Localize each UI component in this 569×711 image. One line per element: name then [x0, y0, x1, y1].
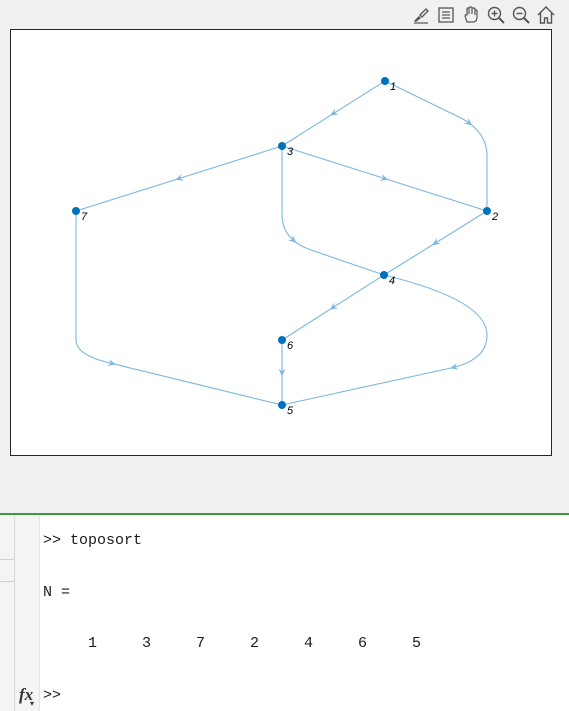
command-window[interactable]: >> toposort N = 1 3 7 2 4 6 5 fx ▾ >> — [0, 515, 569, 711]
pan-button[interactable] — [459, 4, 482, 26]
zoom-out-icon — [512, 6, 530, 24]
graph-node-5[interactable] — [278, 401, 286, 409]
prompt-gutter — [15, 515, 40, 711]
edge-3-4 — [281, 146, 385, 276]
home-button[interactable] — [534, 4, 557, 26]
graph-node-label: 5 — [287, 405, 294, 417]
edge-arrow-4-6 — [329, 302, 339, 310]
output-value: 6 — [358, 635, 368, 652]
edge-arrow-2-4 — [432, 237, 441, 246]
graph-node-label: 1 — [390, 81, 396, 93]
graph-node-3[interactable] — [278, 142, 286, 150]
edge-arrow-4-5 — [450, 362, 459, 370]
zoom-in-icon — [487, 6, 505, 24]
output-value: 3 — [142, 635, 152, 652]
brush-icon — [413, 8, 429, 24]
edge-arrow-3-7 — [175, 173, 184, 181]
edge-4-5 — [281, 274, 488, 406]
edge-arrow-6-5 — [278, 368, 286, 377]
graph-node-label: 4 — [389, 275, 395, 287]
data-tips-button[interactable] — [434, 4, 457, 26]
pan-hand-icon — [463, 6, 478, 23]
output-value: 7 — [196, 635, 206, 652]
edge-arrow-1-2 — [463, 117, 473, 126]
command-line: >> toposort — [43, 532, 142, 549]
edge-arrow-3-2 — [379, 173, 389, 181]
command-prompt: >> — [43, 532, 62, 549]
chevron-down-icon: ▾ — [30, 699, 35, 708]
graph-node-4[interactable] — [380, 271, 388, 279]
zoom-out-button[interactable] — [509, 4, 532, 26]
graph-axes: 1 3 7 2 4 6 5 — [10, 29, 552, 456]
output-value: 2 — [250, 635, 260, 652]
data-tips-icon — [437, 7, 454, 23]
digraph-plot: 1 3 7 2 4 6 5 — [72, 77, 498, 417]
graph-node-2[interactable] — [483, 207, 491, 215]
home-icon — [537, 6, 554, 24]
graph-node-6[interactable] — [278, 336, 286, 344]
graph-node-label: 7 — [81, 211, 88, 223]
brush-button[interactable] — [409, 4, 432, 26]
edge-arrow-7-5 — [107, 359, 116, 366]
axes-toolbar — [409, 4, 557, 26]
active-prompt[interactable]: >> — [43, 687, 62, 704]
edge-arrow-3-4 — [287, 234, 297, 243]
graph-node-label: 3 — [287, 146, 294, 158]
output-value: 5 — [412, 635, 422, 652]
window-divider[interactable] — [0, 513, 569, 515]
edge-7-5 — [75, 211, 283, 406]
output-value: 1 — [88, 635, 98, 652]
output-var-label: N = — [43, 584, 71, 601]
graph-node-7[interactable] — [72, 207, 80, 215]
function-browser-icon[interactable]: fx — [19, 685, 34, 704]
graph-node-1[interactable] — [381, 77, 389, 85]
output-value: 4 — [304, 635, 314, 652]
figure-window: 1 3 7 2 4 6 5 — [10, 4, 557, 456]
output-values-row: 1 3 7 2 4 6 5 — [88, 635, 466, 652]
edge-arrow-1-3 — [330, 108, 339, 116]
graph-node-label: 6 — [287, 340, 294, 352]
command-text: toposort — [70, 532, 143, 549]
left-gutter — [0, 515, 15, 711]
edge-1-2 — [384, 80, 488, 211]
zoom-in-button[interactable] — [484, 4, 507, 26]
graph-node-label: 2 — [491, 211, 498, 223]
